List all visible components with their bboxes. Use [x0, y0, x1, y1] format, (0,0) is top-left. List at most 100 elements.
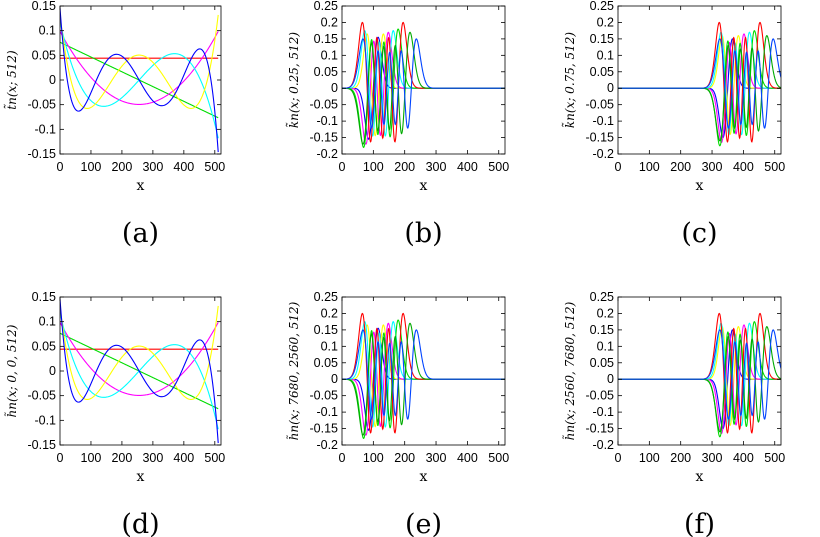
x-tick-label: 0: [339, 451, 346, 465]
panels-group: 0 100 200 300 400 500 0.15 0.1 0.05 0 -0.05 -0.1 -0.…: [3, 0, 785, 537]
series-line: [60, 31, 219, 105]
y-tick-label: 0.25: [314, 290, 338, 304]
x-tick-label: 500: [488, 160, 509, 174]
y-tick-label: -0.05: [310, 98, 339, 112]
y-axis-label: k̃n(x; 0.75, 512): [561, 32, 577, 129]
series-group: [618, 21, 781, 147]
y-tick-label: -0.15: [586, 422, 615, 436]
series-line: [342, 38, 505, 129]
y-tick-label: 0.1: [39, 315, 56, 329]
y-tick-label: 0.1: [321, 48, 338, 62]
y-tick-label: 0.05: [590, 65, 614, 79]
y-tick-label: 0.15: [32, 290, 56, 304]
panel-b: 0 100 200 300 400 500 0.25 0.2 0.15 0.1 0.05 0 -0.05…: [285, 0, 509, 249]
x-tick-label: 300: [142, 160, 163, 174]
y-tick-label: 0.05: [32, 339, 56, 353]
y-tick-label: -0.15: [28, 147, 57, 161]
x-tick-label: 400: [173, 451, 194, 465]
x-tick-label: 300: [426, 451, 447, 465]
y-tick-label: -0.15: [28, 438, 57, 452]
x-axis-label: x: [420, 178, 428, 194]
x-tick-label: 100: [81, 451, 102, 465]
panel-caption: (c): [681, 218, 717, 249]
y-tick-label: 0.2: [597, 306, 614, 320]
series-line: [60, 298, 219, 444]
x-tick-label: 500: [204, 160, 225, 174]
x-axis-label: x: [137, 178, 145, 194]
panel-f: 0 100 200 300 400 500 0.25 0.2 0.15 0.1 0.05 0 -0.05…: [561, 290, 785, 537]
series-group: [342, 21, 505, 149]
y-axis-label: t̃n(x; 512): [3, 50, 19, 110]
y-tick-label: -0.1: [34, 122, 56, 136]
y-tick-label: 0.15: [314, 32, 338, 46]
y-tick-label: 0.2: [321, 15, 338, 29]
x-tick-label: 0: [57, 160, 64, 174]
y-tick-label: -0.1: [316, 114, 338, 128]
y-tick-label: 0.25: [590, 290, 614, 304]
panel-caption: (d): [121, 509, 159, 537]
x-tick-label: 500: [764, 160, 785, 174]
y-tick-label: 0: [607, 372, 614, 386]
series-group: [342, 312, 505, 440]
y-tick-label: -0.15: [586, 131, 615, 145]
y-tick-label: 0.2: [321, 306, 338, 320]
y-tick-label: -0.15: [310, 422, 339, 436]
plot-frame: [617, 296, 782, 446]
y-tick-label: 0: [331, 372, 338, 386]
y-tick-label: -0.05: [586, 389, 615, 403]
x-tick-label: 400: [457, 451, 478, 465]
y-tick-label: 0.1: [597, 48, 614, 62]
x-tick-label: 400: [733, 160, 754, 174]
y-tick-label: 0.2: [597, 15, 614, 29]
y-tick-label: -0.1: [316, 405, 338, 419]
y-tick-label: 0.15: [590, 323, 614, 337]
series-line: [60, 322, 219, 396]
panel-d: 0 100 200 300 400 500 0.15 0.1 0.05 0 -0.05 -0.1 -0.…: [3, 290, 225, 537]
y-tick-label: 0.1: [39, 24, 56, 38]
plot-frame: [59, 296, 222, 446]
y-tick-label: 0.15: [32, 0, 56, 13]
y-tick-label: 0.25: [590, 0, 614, 13]
x-tick-label: 100: [639, 160, 660, 174]
x-axis-label: x: [696, 469, 704, 485]
y-tick-label: -0.05: [310, 389, 339, 403]
y-tick-label: -0.2: [316, 147, 338, 161]
x-tick-label: 500: [488, 451, 509, 465]
x-tick-label: 100: [81, 160, 102, 174]
series-line: [342, 329, 505, 420]
y-tick-label: -0.05: [28, 98, 57, 112]
x-tick-label: 0: [615, 160, 622, 174]
x-tick-label: 500: [204, 451, 225, 465]
y-tick-label: 0.05: [590, 356, 614, 370]
x-tick-label: 100: [363, 160, 384, 174]
panel-caption: (e): [405, 509, 442, 537]
series-group: [618, 312, 781, 438]
plot-frame: [59, 5, 222, 155]
y-tick-label: 0: [49, 364, 56, 378]
y-tick-label: -0.1: [592, 114, 614, 128]
x-tick-label: 400: [173, 160, 194, 174]
x-tick-label: 200: [670, 451, 691, 465]
y-tick-label: -0.1: [592, 405, 614, 419]
x-tick-label: 300: [702, 451, 723, 465]
plot-frame: [341, 5, 506, 155]
y-tick-label: 0: [49, 73, 56, 87]
y-tick-label: -0.05: [586, 98, 615, 112]
y-axis-label: k̃n(x; 0.25, 512): [285, 32, 301, 129]
y-tick-label: 0.15: [314, 323, 338, 337]
series-line: [618, 38, 781, 129]
x-tick-label: 300: [702, 160, 723, 174]
y-tick-label: -0.05: [28, 389, 57, 403]
y-tick-label: 0: [607, 81, 614, 95]
y-tick-label: 0.15: [590, 32, 614, 46]
x-tick-label: 200: [111, 451, 132, 465]
y-axis-label: h̃n(x; 2560, 7680, 512): [561, 301, 577, 440]
x-tick-label: 500: [764, 451, 785, 465]
panel-caption: (b): [404, 218, 442, 249]
x-tick-label: 300: [426, 160, 447, 174]
y-tick-label: 0: [331, 81, 338, 95]
y-tick-label: 0.1: [597, 339, 614, 353]
y-tick-label: -0.2: [592, 147, 614, 161]
y-axis-label: h̃n(x; 7680, 2560, 512): [285, 301, 301, 440]
